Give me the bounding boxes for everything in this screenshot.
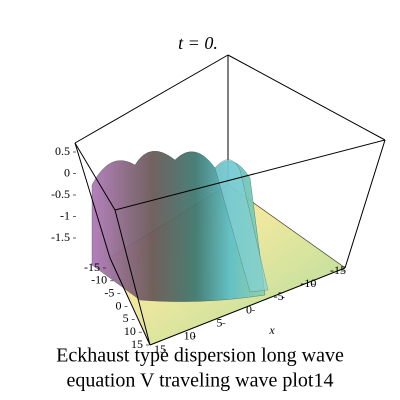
x-axis-label: x [268, 323, 275, 337]
x-tick-label: -5 [274, 289, 284, 303]
z-tick-label: 0.5 [55, 144, 70, 158]
y-tick-label: 0 [116, 298, 122, 312]
chart-title: t = 0. [178, 33, 218, 53]
x-tick-label: 0 [246, 302, 252, 316]
box-front [74, 139, 386, 346]
caption: Eckhaust type dispersion long wave [56, 345, 344, 367]
z-tick-label: -0.5 [51, 187, 70, 201]
z-tick-label: -1.5 [51, 230, 70, 244]
x-tick-label: 10 [184, 329, 196, 343]
y-tick-label: 5 [123, 311, 129, 325]
y-tick-label: 10 [124, 324, 136, 338]
y-tick-label: 15 [131, 337, 143, 351]
y-tick-label: -5 [104, 285, 114, 299]
x-tick-label: 15 [154, 342, 166, 356]
x-tick-label: -10 [300, 276, 316, 290]
z-tick-label: 0 [64, 165, 70, 179]
z-tick-label: -1 [60, 208, 70, 222]
x-tick-label: -15 [330, 263, 346, 277]
y-tick-label: -10 [91, 273, 107, 287]
caption: equation V traveling wave plot14 [67, 370, 334, 392]
y-tick-label: -15 [84, 260, 100, 274]
surface-wave [91, 151, 269, 302]
x-tick-label: 5 [216, 315, 222, 329]
